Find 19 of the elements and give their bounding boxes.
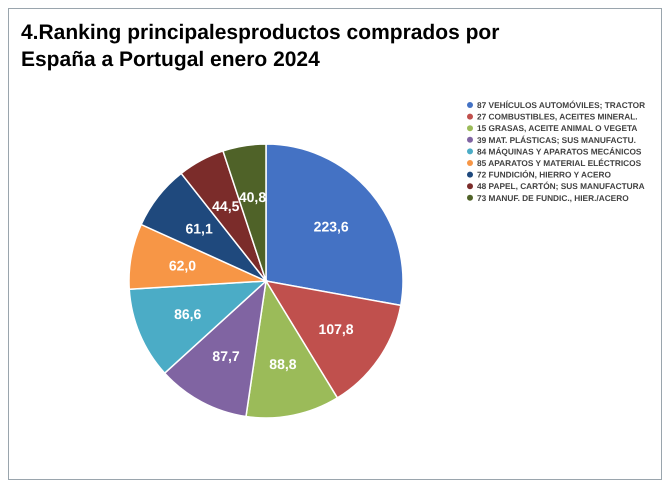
data-label: 223,6 xyxy=(314,218,349,235)
legend-label: 84 MÁQUINAS Y APARATOS MECÁNICOS xyxy=(477,146,642,156)
data-label: 86,6 xyxy=(174,306,202,322)
data-label: 61,1 xyxy=(185,220,213,237)
data-label: 62,0 xyxy=(168,258,196,274)
legend-label: 15 GRASAS, ACEITE ANIMAL O VEGETA xyxy=(477,123,638,134)
legend-label: 27 COMBUSTIBLES, ACEITES MINERAL. xyxy=(477,112,638,122)
data-label: 88,8 xyxy=(269,356,297,372)
legend-label: 87 VEHÍCULOS AUTOMÓVILES; TRACTOR xyxy=(477,100,646,110)
legend-label: 85 APARATOS Y MATERIAL ELÉCTRICOS xyxy=(477,158,642,168)
legend-label: 48 PAPEL, CARTÓN; SUS MANUFACTURA xyxy=(477,181,645,192)
data-label: 87,7 xyxy=(212,348,240,364)
legend-label: 73 MANUF. DE FUNDIC., HIER./ACERO xyxy=(477,192,630,203)
data-label: 107,8 xyxy=(318,321,354,338)
data-label: 44,5 xyxy=(212,198,240,214)
data-label: 40,8 xyxy=(238,189,266,206)
chart-title: 4.Ranking principalesproductos comprados por España a Portugal enero 2024 xyxy=(21,20,500,73)
legend-label: 72 FUNDICIÓN, HIERRO Y ACERO xyxy=(477,170,612,180)
legend-label: 39 MAT. PLÁSTICAS; SUS MANUFACTU. xyxy=(477,134,636,145)
